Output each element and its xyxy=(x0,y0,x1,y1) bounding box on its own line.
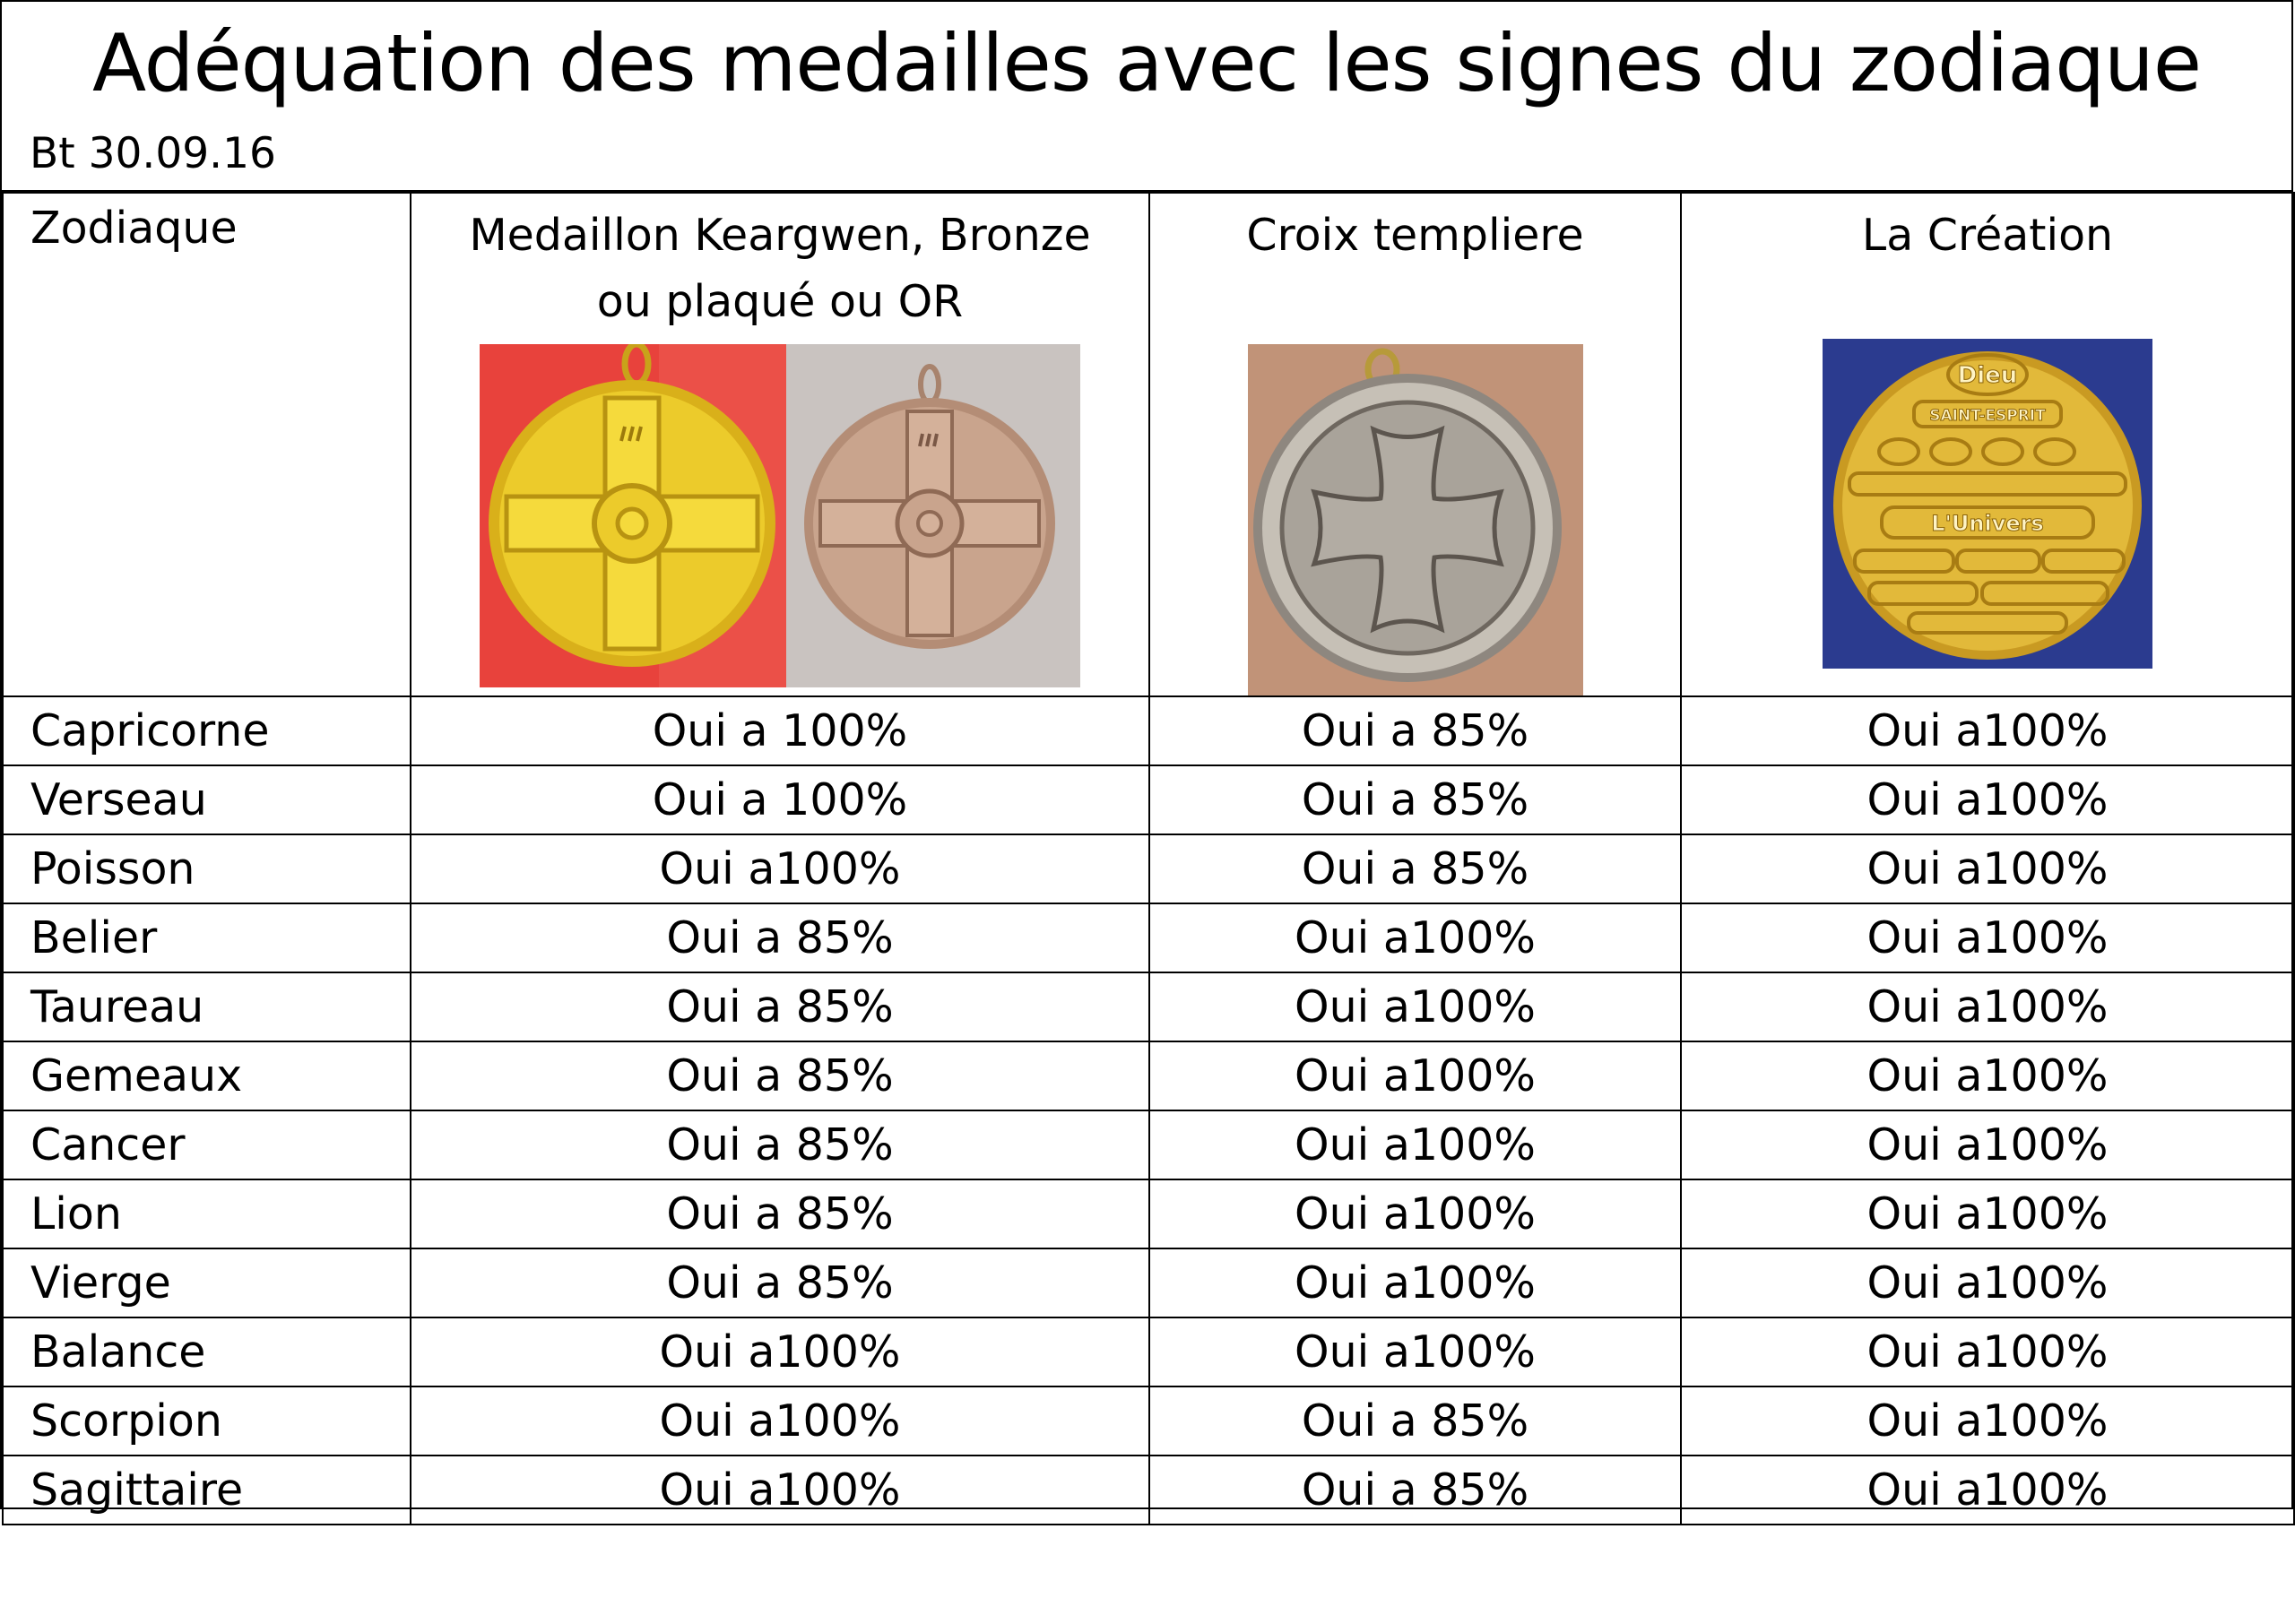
creation-cell: Oui a100% xyxy=(1680,972,2295,1042)
keargwen-cell: Oui a 85% xyxy=(410,1041,1150,1111)
document-sheet: Adéquation des medailles avec les signes… xyxy=(0,0,2295,1525)
table-row: Taureau Oui a 85% Oui a100% Oui a100% xyxy=(2,972,2295,1042)
templar-cell: Oui a100% xyxy=(1148,1041,1682,1111)
sign-cell: Lion xyxy=(2,1179,411,1249)
document-subtitle: Bt 30.09.16 xyxy=(30,129,276,178)
table-row: Capricorne Oui a 100% Oui a 85% Oui a100… xyxy=(2,695,2295,766)
gold-medallion-celtic-cross-icon xyxy=(480,344,786,687)
table-row: Lion Oui a 85% Oui a100% Oui a100% xyxy=(2,1179,2295,1249)
table-row: Cancer Oui a 85% Oui a100% Oui a100% xyxy=(2,1110,2295,1180)
silver-templar-cross-medal-icon xyxy=(1247,344,1583,695)
zodiac-medal-table: Zodiaque Medaillon Keargwen, Bronze ou p… xyxy=(2,192,2295,1525)
creation-cell: Oui a100% xyxy=(1680,1041,2295,1111)
header-creation: La Création xyxy=(1680,192,2295,697)
creation-cell: Oui a100% xyxy=(1680,1248,2295,1318)
creation-cell: Oui a100% xyxy=(1680,1317,2295,1387)
creation-image: Dieu SAINT-ESPRIT L'Univers xyxy=(1683,339,2292,669)
creation-cell: Oui a100% xyxy=(1680,1386,2295,1456)
svg-text:Dieu: Dieu xyxy=(1958,362,2018,389)
sign-cell: Verseau xyxy=(2,764,411,835)
creation-cell: Oui a100% xyxy=(1680,903,2295,973)
sign-cell: Poisson xyxy=(2,834,411,904)
keargwen-cell: Oui a 85% xyxy=(410,972,1150,1042)
templar-cell: Oui a100% xyxy=(1148,903,1682,973)
table-row: Verseau Oui a 100% Oui a 85% Oui a100% xyxy=(2,764,2295,835)
templar-cell: Oui a 85% xyxy=(1148,695,1682,766)
keargwen-cell: Oui a 100% xyxy=(410,695,1150,766)
header-zodiac: Zodiaque xyxy=(2,192,411,697)
header-templar: Croix templiere xyxy=(1148,192,1682,697)
table-row: Gemeaux Oui a 85% Oui a100% Oui a100% xyxy=(2,1041,2295,1111)
sign-cell: Taureau xyxy=(2,972,411,1042)
sign-cell: Capricorne xyxy=(2,695,411,766)
templar-cell: Oui a100% xyxy=(1148,1248,1682,1318)
table-row: Scorpion Oui a100% Oui a 85% Oui a100% xyxy=(2,1386,2295,1456)
header-keargwen-label: Medaillon Keargwen, Bronze ou plaqué ou … xyxy=(469,210,1091,327)
templar-cell: Oui a 85% xyxy=(1148,1455,1682,1525)
templar-cell: Oui a100% xyxy=(1148,1317,1682,1387)
templar-image xyxy=(1151,344,1679,695)
sign-cell: Sagittaire xyxy=(2,1455,411,1525)
creation-cell: Oui a100% xyxy=(1680,1455,2295,1525)
keargwen-images xyxy=(412,344,1148,687)
creation-cell: Oui a100% xyxy=(1680,1110,2295,1180)
sign-cell: Gemeaux xyxy=(2,1041,411,1111)
table-row: Vierge Oui a 85% Oui a100% Oui a100% xyxy=(2,1248,2295,1318)
keargwen-cell: Oui a 85% xyxy=(410,903,1150,973)
table-row: Poisson Oui a100% Oui a 85% Oui a100% xyxy=(2,834,2295,904)
gold-creation-medal-icon: Dieu SAINT-ESPRIT L'Univers xyxy=(1823,339,2152,669)
svg-text:L'Univers: L'Univers xyxy=(1931,511,2043,536)
creation-cell: Oui a100% xyxy=(1680,764,2295,835)
templar-cell: Oui a100% xyxy=(1148,1110,1682,1180)
keargwen-cell: Oui a100% xyxy=(410,834,1150,904)
templar-cell: Oui a 85% xyxy=(1148,764,1682,835)
templar-cell: Oui a100% xyxy=(1148,1179,1682,1249)
keargwen-cell: Oui a 85% xyxy=(410,1248,1150,1318)
header-zodiac-label: Zodiaque xyxy=(30,203,238,254)
table-header-row: Zodiaque Medaillon Keargwen, Bronze ou p… xyxy=(2,192,2295,697)
bronze-medallion-celtic-cross-icon xyxy=(786,344,1080,687)
document-title: Adéquation des medailles avec les signes… xyxy=(92,17,2202,109)
svg-text:SAINT-ESPRIT: SAINT-ESPRIT xyxy=(1929,407,2046,425)
sign-cell: Vierge xyxy=(2,1248,411,1318)
keargwen-cell: Oui a 85% xyxy=(410,1179,1150,1249)
sign-cell: Balance xyxy=(2,1317,411,1387)
keargwen-cell: Oui a100% xyxy=(410,1317,1150,1387)
creation-cell: Oui a100% xyxy=(1680,1179,2295,1249)
sign-cell: Belier xyxy=(2,903,411,973)
sign-cell: Scorpion xyxy=(2,1386,411,1456)
title-box: Adéquation des medailles avec les signes… xyxy=(2,2,2291,193)
keargwen-cell: Oui a 100% xyxy=(410,764,1150,835)
keargwen-cell: Oui a 85% xyxy=(410,1110,1150,1180)
table-row: Belier Oui a 85% Oui a100% Oui a100% xyxy=(2,903,2295,973)
keargwen-cell: Oui a100% xyxy=(410,1386,1150,1456)
header-keargwen: Medaillon Keargwen, Bronze ou plaqué ou … xyxy=(410,192,1150,697)
creation-cell: Oui a100% xyxy=(1680,834,2295,904)
header-templar-label: Croix templiere xyxy=(1246,210,1584,261)
table-row: Balance Oui a100% Oui a100% Oui a100% xyxy=(2,1317,2295,1387)
sign-cell: Cancer xyxy=(2,1110,411,1180)
creation-cell: Oui a100% xyxy=(1680,695,2295,766)
templar-cell: Oui a100% xyxy=(1148,972,1682,1042)
keargwen-cell: Oui a100% xyxy=(410,1455,1150,1525)
templar-cell: Oui a 85% xyxy=(1148,834,1682,904)
table-row: Sagittaire Oui a100% Oui a 85% Oui a100% xyxy=(2,1455,2295,1525)
header-creation-label: La Création xyxy=(1861,210,2114,261)
templar-cell: Oui a 85% xyxy=(1148,1386,1682,1456)
